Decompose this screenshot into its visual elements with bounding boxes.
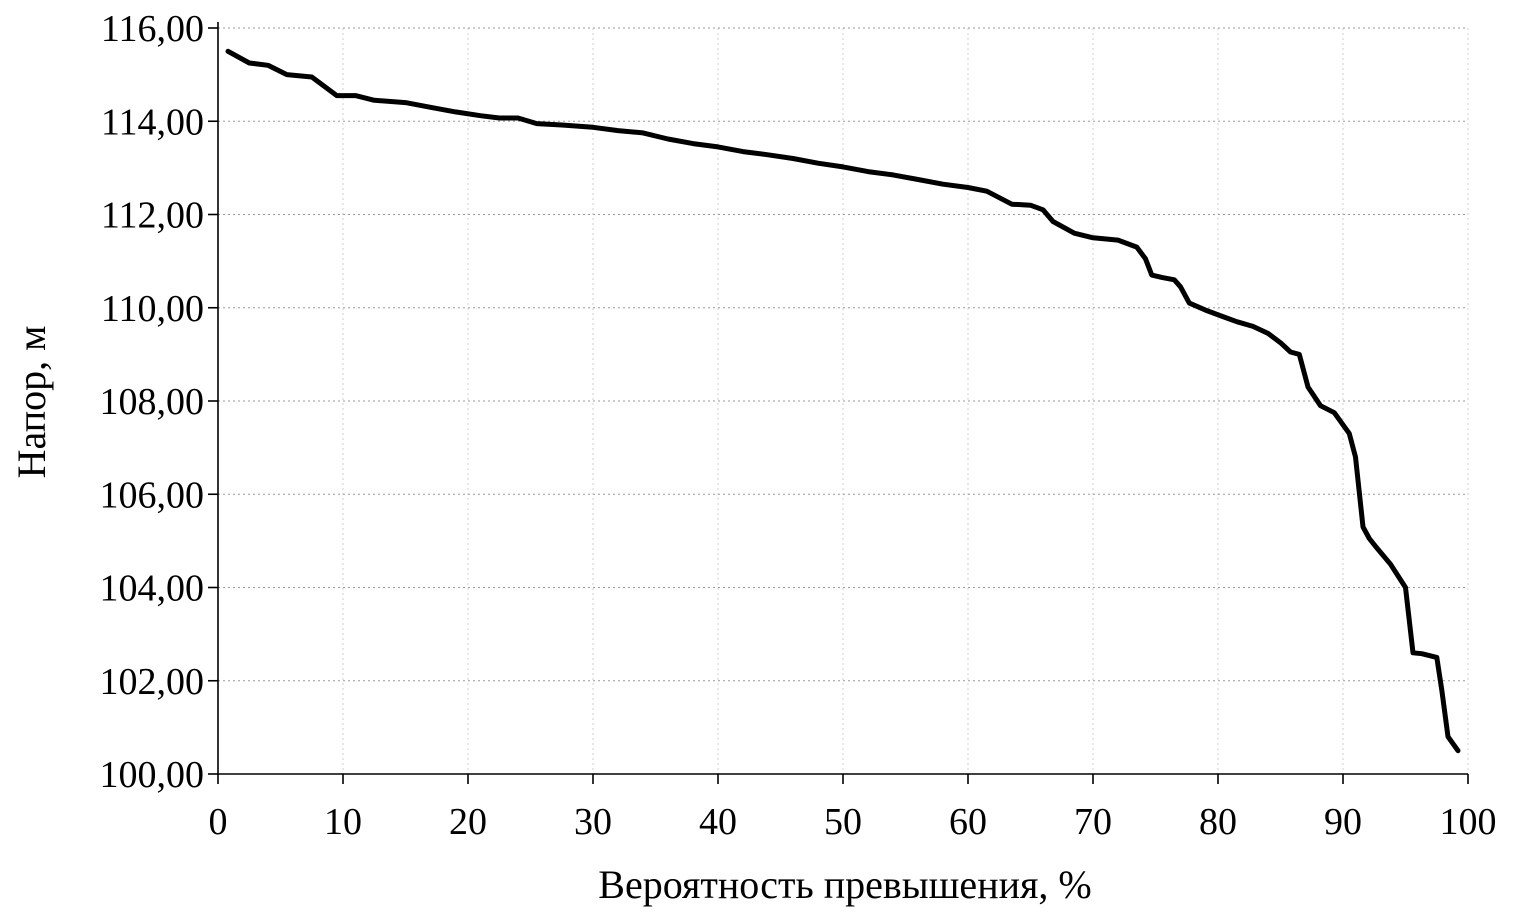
x-tick-label: 10 bbox=[324, 801, 362, 843]
x-tick-label: 30 bbox=[574, 801, 612, 843]
grid-lines bbox=[218, 27, 1469, 774]
y-tick-label: 106,00 bbox=[100, 474, 205, 516]
y-tick-label: 102,00 bbox=[100, 661, 205, 703]
x-tick-label: 20 bbox=[449, 801, 487, 843]
y-tick-label: 110,00 bbox=[101, 288, 204, 330]
series-group bbox=[225, 48, 1461, 754]
series-line bbox=[225, 48, 1461, 754]
y-tick-label: 116,00 bbox=[101, 8, 204, 50]
x-tick-label: 80 bbox=[1199, 801, 1237, 843]
y-tick-labels: 100,00 102,00 104,00 106,00 108,00 110,00 112,… bbox=[100, 8, 205, 796]
y-axis-title: Напор, м bbox=[9, 326, 54, 479]
x-tick-label: 40 bbox=[699, 801, 737, 843]
x-tick-label: 50 bbox=[824, 801, 862, 843]
y-tick-label: 114,00 bbox=[101, 101, 204, 143]
x-tick-label: 70 bbox=[1074, 801, 1112, 843]
axes bbox=[208, 22, 1469, 784]
x-tick-labels: 0 10 20 30 40 50 60 70 80 90 100 bbox=[209, 801, 1497, 843]
y-tick-label: 112,00 bbox=[101, 195, 204, 237]
x-tick-label: 0 bbox=[209, 801, 228, 843]
x-axis-title: Вероятность превышения, % bbox=[598, 862, 1091, 907]
y-tick-label: 104,00 bbox=[100, 568, 205, 610]
x-tick-label: 90 bbox=[1324, 801, 1362, 843]
y-tick-label: 108,00 bbox=[100, 381, 205, 423]
x-tick-label: 100 bbox=[1440, 801, 1497, 843]
y-tick-label: 100,00 bbox=[100, 754, 205, 796]
x-tick-label: 60 bbox=[949, 801, 987, 843]
